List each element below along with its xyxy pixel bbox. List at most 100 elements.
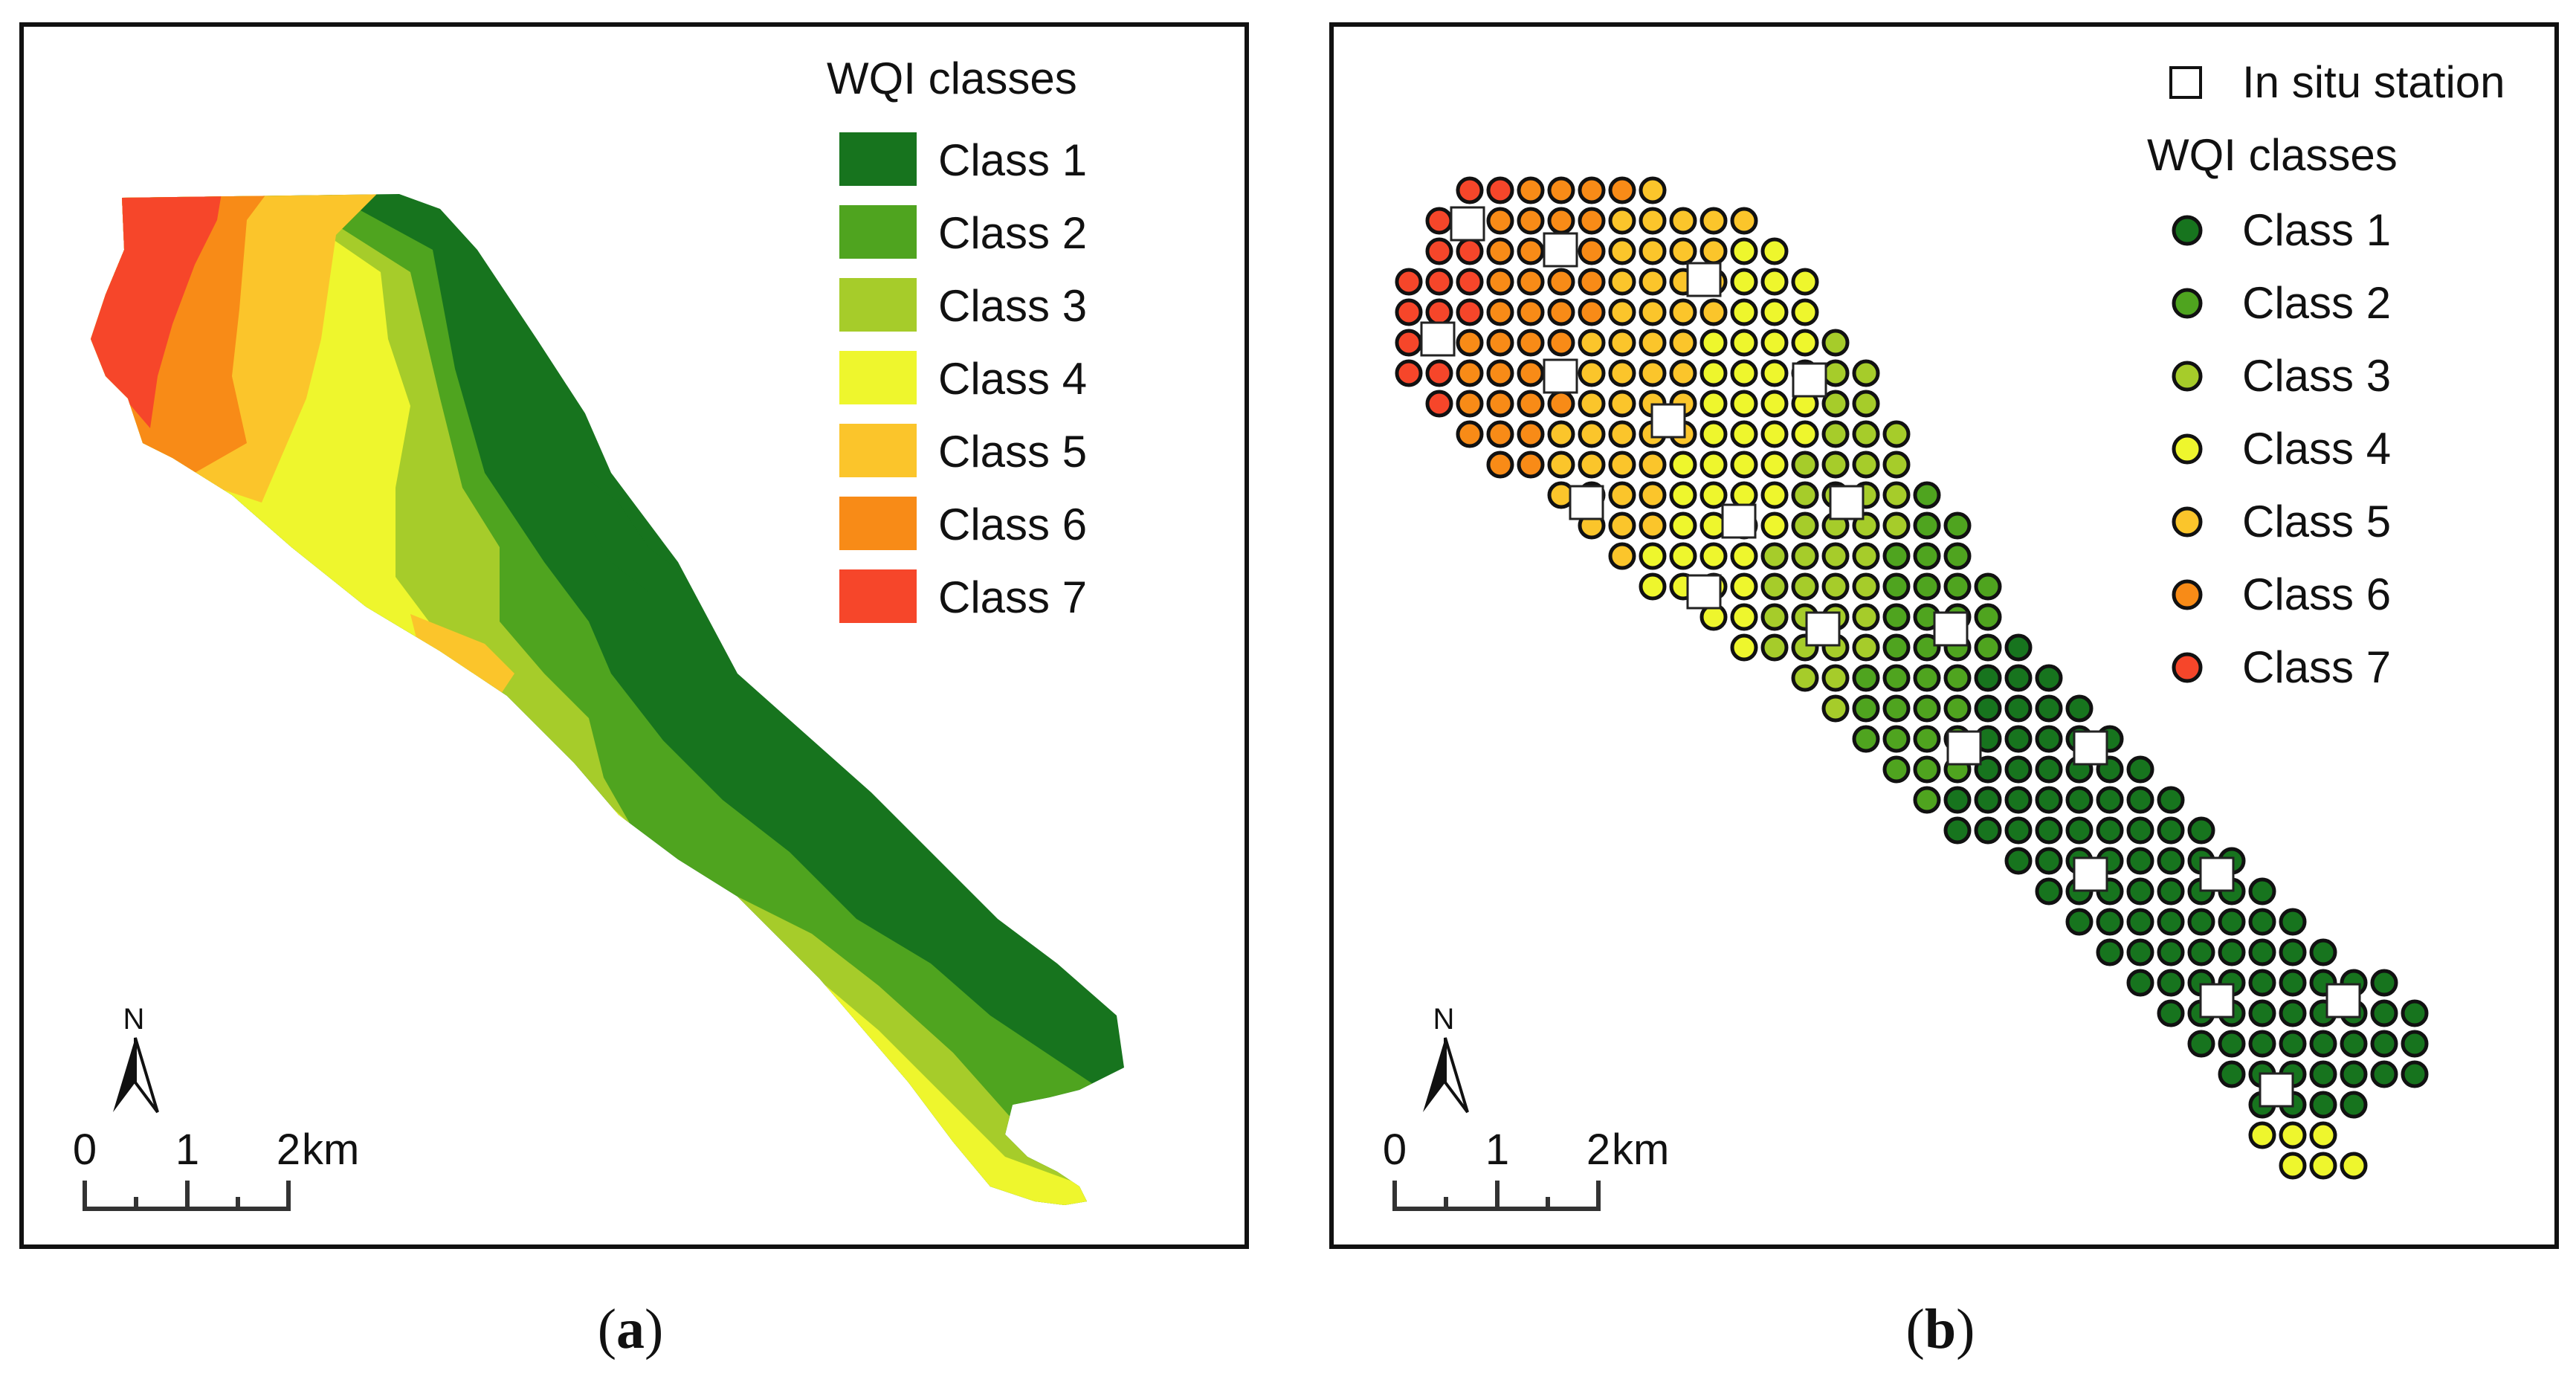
sample-point xyxy=(2401,999,2429,1027)
sample-point xyxy=(1913,786,1941,814)
sample-point xyxy=(2279,1152,2307,1180)
sample-point xyxy=(1608,390,1636,418)
legend-label: Class 1 xyxy=(2242,205,2391,255)
sample-point xyxy=(1882,755,1911,784)
sample-point xyxy=(2035,816,2063,845)
legend-label: Class 3 xyxy=(938,281,1087,331)
legend-label: Class 2 xyxy=(2242,278,2391,328)
in-situ-station xyxy=(1543,232,1578,268)
sample-point xyxy=(1974,786,2002,814)
in-situ-station xyxy=(1946,730,1982,766)
sample-point xyxy=(2126,786,2154,814)
sample-point xyxy=(1852,572,1880,601)
sample-point xyxy=(2340,1091,2368,1119)
sample-point xyxy=(1791,268,1819,296)
sample-point xyxy=(1760,603,1789,631)
legend-item-class-7: Class 7 xyxy=(839,569,1087,623)
sample-point xyxy=(1608,542,1636,570)
sample-point xyxy=(1517,390,1545,418)
in-situ-station xyxy=(1805,611,1841,647)
sample-point xyxy=(1760,298,1789,326)
legend-dot xyxy=(2172,652,2203,683)
sample-point xyxy=(1760,542,1789,570)
in-situ-station xyxy=(1792,362,1827,398)
sample-point xyxy=(1699,207,1728,235)
legend-swatch xyxy=(839,351,917,404)
sample-point xyxy=(1760,481,1789,509)
sample-point xyxy=(1730,359,1758,387)
sample-point xyxy=(1639,329,1667,357)
sample-point xyxy=(2401,1030,2429,1058)
sample-point xyxy=(1821,694,1850,723)
sample-point xyxy=(2065,786,2094,814)
sample-point xyxy=(1608,329,1636,357)
sample-point xyxy=(1760,633,1789,662)
legend-dot xyxy=(2172,579,2203,610)
sample-point xyxy=(1639,298,1667,326)
sample-point xyxy=(2309,1152,2337,1180)
legend-item-class-2: Class 2 xyxy=(2172,278,2391,328)
legend-swatch xyxy=(839,424,917,477)
sample-point xyxy=(1639,359,1667,387)
sample-point xyxy=(1913,725,1941,753)
sample-point xyxy=(2004,755,2033,784)
sample-point xyxy=(1760,237,1789,265)
sample-point xyxy=(1852,542,1880,570)
sample-point xyxy=(1852,451,1880,479)
sample-point xyxy=(1639,176,1667,204)
sample-point xyxy=(1608,481,1636,509)
sample-point xyxy=(1791,542,1819,570)
legend-title: WQI classes xyxy=(2147,130,2398,180)
sample-point xyxy=(1669,298,1697,326)
sample-point xyxy=(1608,420,1636,448)
sample-point xyxy=(2187,908,2215,936)
sample-point xyxy=(1974,572,2002,601)
sample-point xyxy=(1730,633,1758,662)
sample-point xyxy=(2279,908,2307,936)
sample-point xyxy=(1730,542,1758,570)
sample-point xyxy=(2218,1030,2246,1058)
legend-swatch xyxy=(839,278,917,332)
sample-point xyxy=(2370,969,2398,997)
sample-point xyxy=(2004,694,2033,723)
sample-point xyxy=(1760,268,1789,296)
sample-point xyxy=(1699,329,1728,357)
sample-point xyxy=(2157,847,2185,875)
sample-point xyxy=(1547,268,1575,296)
sample-point xyxy=(1578,390,1606,418)
sample-point xyxy=(1730,268,1758,296)
sample-point xyxy=(2126,877,2154,905)
sample-point xyxy=(1639,237,1667,265)
sample-point xyxy=(1395,359,1423,387)
sample-point xyxy=(1456,237,1484,265)
sample-point xyxy=(1486,207,1514,235)
sample-point xyxy=(1578,176,1606,204)
figure-caption-b: (b) xyxy=(1905,1298,1975,1360)
sample-point xyxy=(2065,816,2094,845)
sample-point xyxy=(1943,511,1972,540)
sample-point xyxy=(1456,298,1484,326)
sample-point xyxy=(2370,1060,2398,1088)
sample-points xyxy=(1395,176,2429,1180)
sample-point xyxy=(1821,542,1850,570)
sample-point xyxy=(1699,390,1728,418)
sample-point xyxy=(1730,207,1758,235)
sample-point xyxy=(2340,1030,2368,1058)
in-situ-station xyxy=(1420,321,1456,357)
station-legend-icon xyxy=(2169,66,2202,99)
sample-point xyxy=(1639,572,1667,601)
sample-point xyxy=(1852,664,1880,692)
sample-point xyxy=(2035,694,2063,723)
figure-caption-a: (a) xyxy=(597,1298,664,1360)
class-5-patch xyxy=(410,614,514,696)
sample-point xyxy=(1882,694,1911,723)
sample-point xyxy=(1395,329,1423,357)
sample-point xyxy=(1699,237,1728,265)
sample-point xyxy=(2157,786,2185,814)
sample-point xyxy=(1760,572,1789,601)
scale-tick-0: 0 xyxy=(73,1126,97,1174)
sample-point xyxy=(1913,481,1941,509)
sample-point xyxy=(1821,451,1850,479)
sample-point xyxy=(2340,1152,2368,1180)
sample-point xyxy=(1852,603,1880,631)
